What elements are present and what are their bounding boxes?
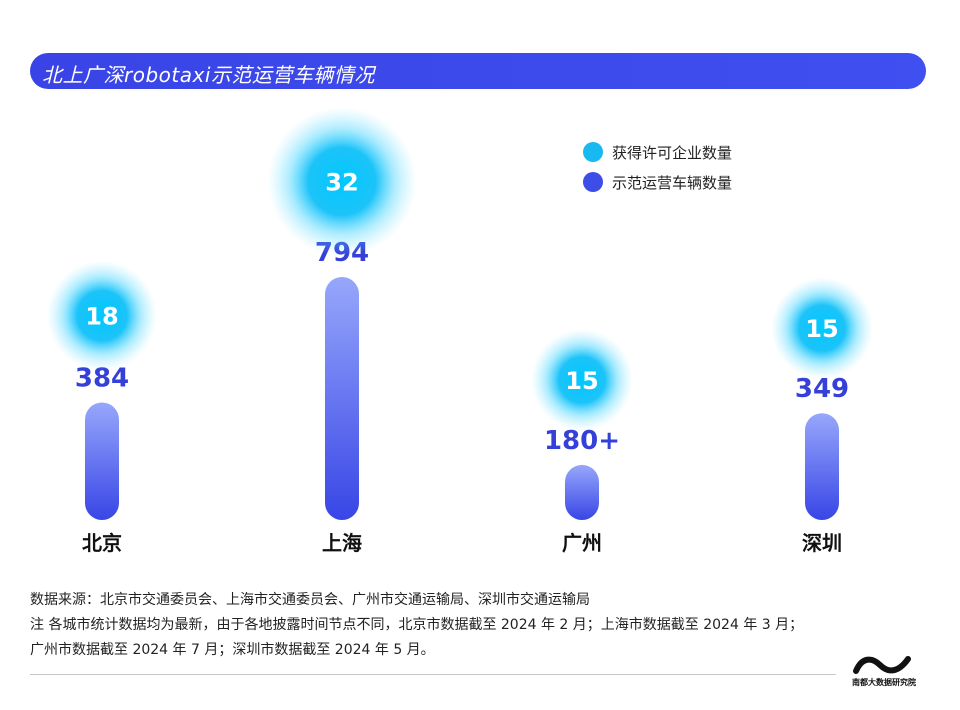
legend-label-vehicles: 示范运营车辆数量 bbox=[612, 173, 733, 192]
legend: 获得许可企业数量 示范运营车辆数量 bbox=[583, 138, 732, 198]
bar-vehicles-0 bbox=[85, 402, 119, 520]
bubble-permits-0 bbox=[46, 260, 158, 371]
bubble-permits-2 bbox=[531, 328, 633, 431]
footnotes: 数据来源：北京市交通委员会、上海市交通委员会、广州市交通运输局、深圳市交通运输局… bbox=[30, 588, 930, 663]
data-label-permits-3: 15 bbox=[805, 315, 838, 343]
category-label-3: 深圳 bbox=[802, 531, 842, 555]
legend-item-vehicles: 示范运营车辆数量 bbox=[583, 168, 732, 196]
footer-divider bbox=[30, 674, 836, 675]
publisher-logo: 南都大数据研究院 bbox=[852, 655, 916, 689]
legend-item-permits: 获得许可企业数量 bbox=[583, 138, 732, 166]
category-label-2: 广州 bbox=[562, 531, 602, 555]
legend-dot-vehicles-icon bbox=[583, 172, 603, 192]
data-label-permits-2: 15 bbox=[565, 367, 598, 395]
bubble-permits-1 bbox=[267, 106, 417, 257]
bar-vehicles-1 bbox=[325, 277, 359, 520]
category-label-0: 北京 bbox=[82, 531, 122, 555]
category-label-1: 上海 bbox=[322, 531, 362, 555]
legend-label-permits: 获得许可企业数量 bbox=[612, 143, 733, 162]
data-label-permits-1: 32 bbox=[325, 168, 358, 196]
logo-text: 南都大数据研究院 bbox=[852, 678, 916, 687]
data-label-permits-0: 18 bbox=[85, 303, 118, 331]
bar-vehicles-3 bbox=[805, 413, 839, 520]
note-line-2: 广州市数据截至 2024 年 7 月；深圳市数据截至 2024 年 5 月。 bbox=[30, 642, 435, 658]
bubble-permits-3 bbox=[771, 277, 873, 380]
chart-title: 北上广深robotaxi示范运营车辆情况 bbox=[42, 63, 375, 87]
note-line-1: 注 各城市统计数据均为最新，由于各地披露时间节点不同，北京市数据截至 2024 … bbox=[30, 617, 804, 633]
title-banner: 北上广深robotaxi示范运营车辆情况 bbox=[30, 53, 926, 89]
bar-vehicles-2 bbox=[565, 464, 599, 520]
legend-dot-permits-icon bbox=[583, 142, 603, 162]
source-note: 数据来源：北京市交通委员会、上海市交通委员会、广州市交通运输局、深圳市交通运输局 bbox=[30, 592, 590, 608]
wave-logo-icon bbox=[853, 656, 911, 674]
